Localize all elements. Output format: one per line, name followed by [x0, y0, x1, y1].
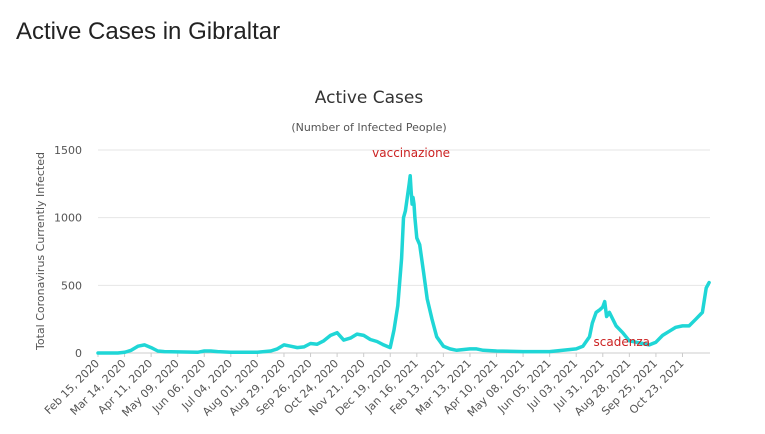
y-axis-label: Total Coronavirus Currently Infected — [34, 152, 47, 351]
y-tick-label: 1000 — [54, 212, 82, 225]
annotation-label: vaccinazione — [372, 146, 450, 160]
y-tick-label: 0 — [75, 347, 82, 360]
y-tick-label: 500 — [61, 279, 82, 292]
annotation-label: scadenza — [594, 335, 650, 349]
page-title: Active Cases in Gibraltar — [16, 18, 281, 45]
series-layer — [96, 173, 711, 355]
y-tick-label: 1500 — [54, 144, 82, 157]
grid-lines — [98, 149, 710, 354]
chart-subtitle: (Number of Infected People) — [291, 121, 446, 134]
annotations-layer: vaccinazione scadenza — [372, 146, 650, 349]
y-axis-ticks: 0 500 1000 1500 — [54, 144, 82, 360]
series-line — [96, 173, 711, 355]
chart-title: Active Cases — [315, 88, 424, 108]
